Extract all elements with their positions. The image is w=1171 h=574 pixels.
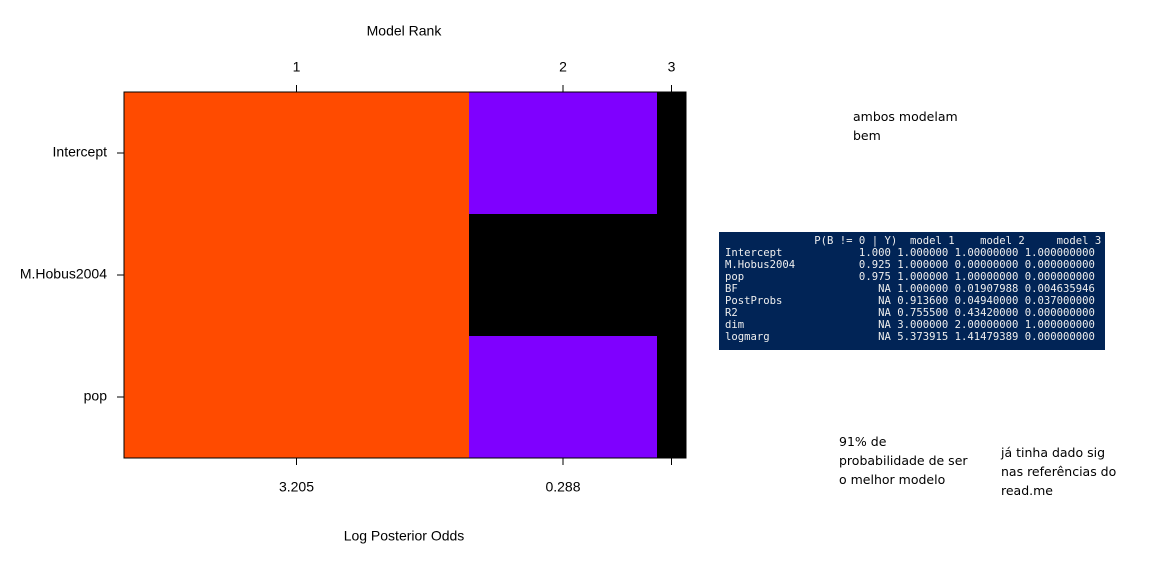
model-cell xyxy=(124,336,469,459)
plot-frame xyxy=(123,91,687,459)
text-line: o melhor modelo xyxy=(839,472,946,487)
top-tick-label: 3 xyxy=(668,59,676,75)
model-cell xyxy=(124,92,469,215)
text-line: probabilidade de ser xyxy=(839,453,968,468)
text-line: já tinha dado sig xyxy=(1001,445,1106,460)
row-label: pop xyxy=(84,388,108,404)
x-axis-label: Log Posterior Odds xyxy=(344,528,465,544)
model-cell xyxy=(469,92,657,215)
model-cell xyxy=(469,214,657,337)
model-cell xyxy=(469,336,657,459)
text-line: ambos modelam xyxy=(853,109,958,124)
note: já tinha dado sig nas referências do read.… xyxy=(1001,443,1116,500)
bottom-tick-label: 3.205 xyxy=(279,479,314,495)
model-cell xyxy=(657,336,686,459)
plot-title: Model Rank xyxy=(367,23,443,39)
model-image-plot: Model Rank Log Posterior Odds 1 3.205 2 0.2… xyxy=(20,23,687,544)
model-cell xyxy=(124,214,469,337)
console-output: P(B != 0 | Y) model 1 model 2 model 3 Int… xyxy=(719,232,1105,350)
note: ambos modelam bem xyxy=(853,107,958,145)
text-line: BF NA 1.000000 0.01907988 0.004635946 xyxy=(725,283,1095,295)
row-label: Intercept xyxy=(53,144,108,160)
row-label: M.Hobus2004 xyxy=(20,266,107,282)
text-line: logmarg NA 5.373915 1.41479389 0.0000000… xyxy=(725,331,1095,343)
text-line: PostProbs NA 0.913600 0.04940000 0.03700… xyxy=(725,295,1095,307)
text-line: nas referências do xyxy=(1001,464,1117,479)
text-line: bem xyxy=(853,128,881,143)
text-line: M.Hobus2004 0.925 1.000000 0.00000000 0.… xyxy=(725,259,1095,271)
text-line: pop 0.975 1.000000 1.00000000 0.00000000… xyxy=(725,271,1095,283)
bottom-tick-label: 0.288 xyxy=(545,479,580,495)
text-line: P(B != 0 | Y) model 1 model 2 model 3 xyxy=(725,235,1102,247)
text-line: R2 NA 0.755500 0.43420000 0.000000000 xyxy=(725,307,1095,319)
model-cell xyxy=(657,92,686,215)
note: 91% de probabilidade de ser o melhor model… xyxy=(839,432,968,489)
text-line: 91% de xyxy=(839,434,887,449)
top-tick-label: 1 xyxy=(293,59,301,75)
text-line: dim NA 3.000000 2.00000000 1.000000000 xyxy=(725,319,1095,331)
text-line: read.me xyxy=(1001,483,1053,498)
text-line: Intercept 1.000 1.000000 1.00000000 1.00… xyxy=(725,247,1095,259)
top-tick-label: 2 xyxy=(559,59,567,75)
model-cell xyxy=(657,214,686,337)
